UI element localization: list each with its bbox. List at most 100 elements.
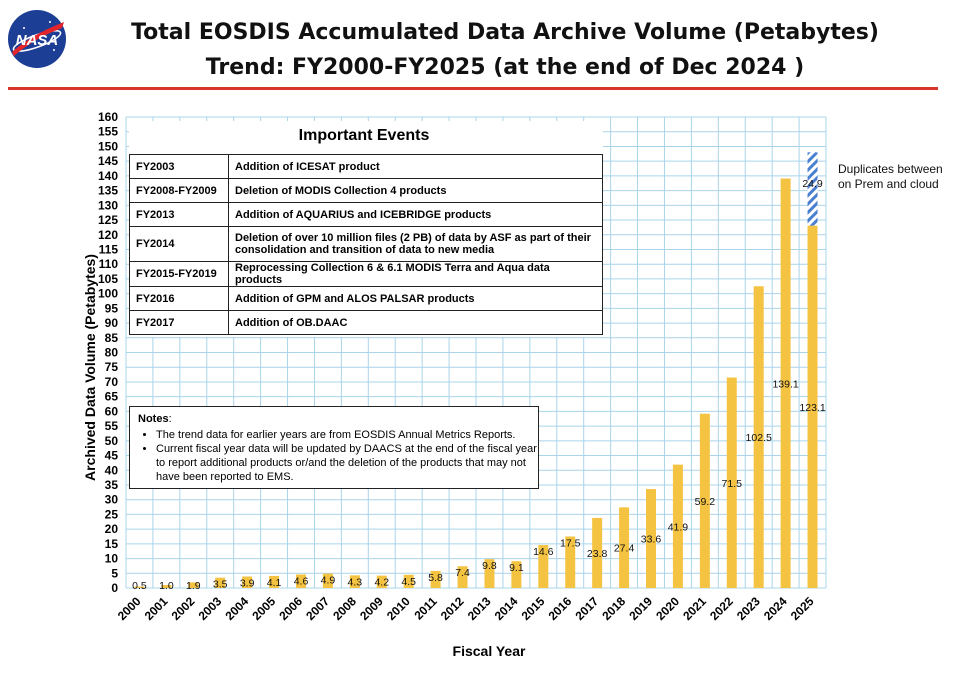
bar <box>780 178 791 589</box>
bar <box>592 517 603 588</box>
bar-value-label: 4.1 <box>267 577 282 589</box>
y-tick-label: 100 <box>98 287 118 301</box>
y-tick-label: 60 <box>105 404 119 418</box>
bar <box>726 377 737 588</box>
bar-value-label: 59.2 <box>695 496 716 508</box>
y-tick-label: 95 <box>105 301 119 315</box>
bar <box>646 489 656 588</box>
y-tick-label: 145 <box>98 154 118 168</box>
y-tick-label: 115 <box>99 242 119 256</box>
bar <box>161 585 172 588</box>
event-row: FY2014 Deletion of over 10 million files … <box>129 226 603 262</box>
event-row: FY2013 Addition of AQUARIUS and ICEBRIDGE… <box>129 202 603 227</box>
x-axis-title: Fiscal Year <box>453 643 526 659</box>
bar-value-label: 139.1 <box>772 378 798 390</box>
bar <box>699 413 710 588</box>
y-tick-label: 70 <box>105 375 119 389</box>
bar <box>484 559 495 588</box>
bar <box>215 577 226 588</box>
y-tick-label: 155 <box>98 125 118 139</box>
event-row: FY2016 Addition of GPM and ALOS PALSAR pr… <box>129 286 603 311</box>
y-tick-label: 5 <box>111 566 118 580</box>
y-tick-label: 90 <box>105 316 119 330</box>
y-tick-label: 40 <box>105 463 119 477</box>
x-tick-label: 2016 <box>546 594 575 623</box>
bar-value-label: 9.8 <box>482 560 497 572</box>
x-tick-label: 2014 <box>492 594 521 623</box>
event-text: Addition of ICESAT product <box>228 154 603 179</box>
x-tick-label: 2006 <box>276 594 305 623</box>
bar-value-label: 102.5 <box>746 432 772 444</box>
y-tick-label: 125 <box>98 213 118 227</box>
x-tick-label: 2023 <box>734 594 763 623</box>
event-year: FY2016 <box>129 286 229 311</box>
bar <box>457 566 468 588</box>
duplicates-note: Duplicates between on Prem and cloud <box>838 162 943 191</box>
y-tick-label: 140 <box>98 169 118 183</box>
event-year: FY2015-FY2019 <box>129 261 229 287</box>
bar-value-label: 3.5 <box>213 579 228 591</box>
y-tick-label: 45 <box>105 449 119 463</box>
x-tick-label: 2010 <box>384 594 413 623</box>
chart-title: Total EOSDIS Accumulated Data Archive Vo… <box>131 20 879 45</box>
x-tick-label: 2004 <box>222 594 251 623</box>
bar-value-label: 4.5 <box>401 576 416 588</box>
event-text: Deletion of over 10 million files (2 PB)… <box>228 226 603 262</box>
bar <box>672 464 683 588</box>
y-tick-label: 0 <box>111 581 118 595</box>
y-tick-label: 85 <box>105 331 119 345</box>
bar-value-label: 1.9 <box>186 580 201 592</box>
y-tick-label: 150 <box>98 139 118 153</box>
event-year: FY2017 <box>129 310 229 335</box>
x-tick-label: 2001 <box>142 594 171 623</box>
event-text: Addition of AQUARIUS and ICEBRIDGE produ… <box>228 202 603 227</box>
bar-value-label: 41.9 <box>668 521 689 533</box>
y-tick-label: 120 <box>98 228 118 242</box>
y-tick-label: 75 <box>105 360 119 374</box>
x-tick-label: 2009 <box>357 594 386 623</box>
bar-value-label: 123.1 <box>799 402 825 414</box>
bar <box>296 574 306 588</box>
bar <box>269 575 280 588</box>
x-tick-label: 2018 <box>599 594 628 623</box>
event-text: Addition of OB.DAAC <box>228 310 603 335</box>
bar-value-label: 4.6 <box>294 575 309 587</box>
x-tick-label: 2011 <box>411 594 440 623</box>
y-axis-title: Archived Data Volume (Petabytes) <box>82 254 98 481</box>
y-tick-label: 80 <box>105 346 119 360</box>
bar-value-label: 4.3 <box>348 576 363 588</box>
x-tick-label: 2007 <box>303 594 332 623</box>
x-tick-label: 2005 <box>249 594 278 623</box>
event-text: Deletion of MODIS Collection 4 products <box>228 178 603 203</box>
y-tick-label: 105 <box>98 272 118 286</box>
x-tick-label: 2008 <box>330 594 359 623</box>
x-tick-label: 2024 <box>761 594 790 623</box>
event-text: Addition of GPM and ALOS PALSAR products <box>228 286 603 311</box>
duplicate-value-label: 24.9 <box>802 178 823 190</box>
x-tick-label: 2015 <box>519 594 548 623</box>
bar <box>430 570 441 588</box>
bar-value-label: 5.8 <box>428 572 443 584</box>
event-year: FY2014 <box>129 226 229 262</box>
bar <box>619 507 630 588</box>
event-text: Reprocessing Collection 6 & 6.1 MODIS Te… <box>228 261 603 287</box>
nasa-meatball-icon: NASA <box>8 10 66 68</box>
bar-value-label: 0.5 <box>132 580 147 592</box>
event-row: FY2015-FY2019 Reprocessing Collection 6 &… <box>129 261 603 287</box>
bar <box>322 573 333 588</box>
y-tick-label: 30 <box>105 493 119 507</box>
y-tick-label: 110 <box>99 257 119 271</box>
x-tick-label: 2025 <box>788 594 817 623</box>
event-row: FY2008-FY2009 Deletion of MODIS Collectio… <box>129 178 603 203</box>
notes-title: Notes <box>138 413 169 425</box>
chart-subtitle: Trend: FY2000-FY2025 (at the end of Dec … <box>205 55 805 80</box>
x-tick-label: 2019 <box>626 594 655 623</box>
bar-value-label: 9.1 <box>509 562 524 574</box>
x-tick-label: 2003 <box>196 594 225 623</box>
y-tick-label: 20 <box>105 522 119 536</box>
bar <box>349 575 360 588</box>
events-table: FY2003 Addition of ICESAT product FY2008-… <box>129 154 603 335</box>
note-item: Current fiscal year data will be updated… <box>156 442 538 484</box>
x-tick-label: 2012 <box>438 594 467 623</box>
